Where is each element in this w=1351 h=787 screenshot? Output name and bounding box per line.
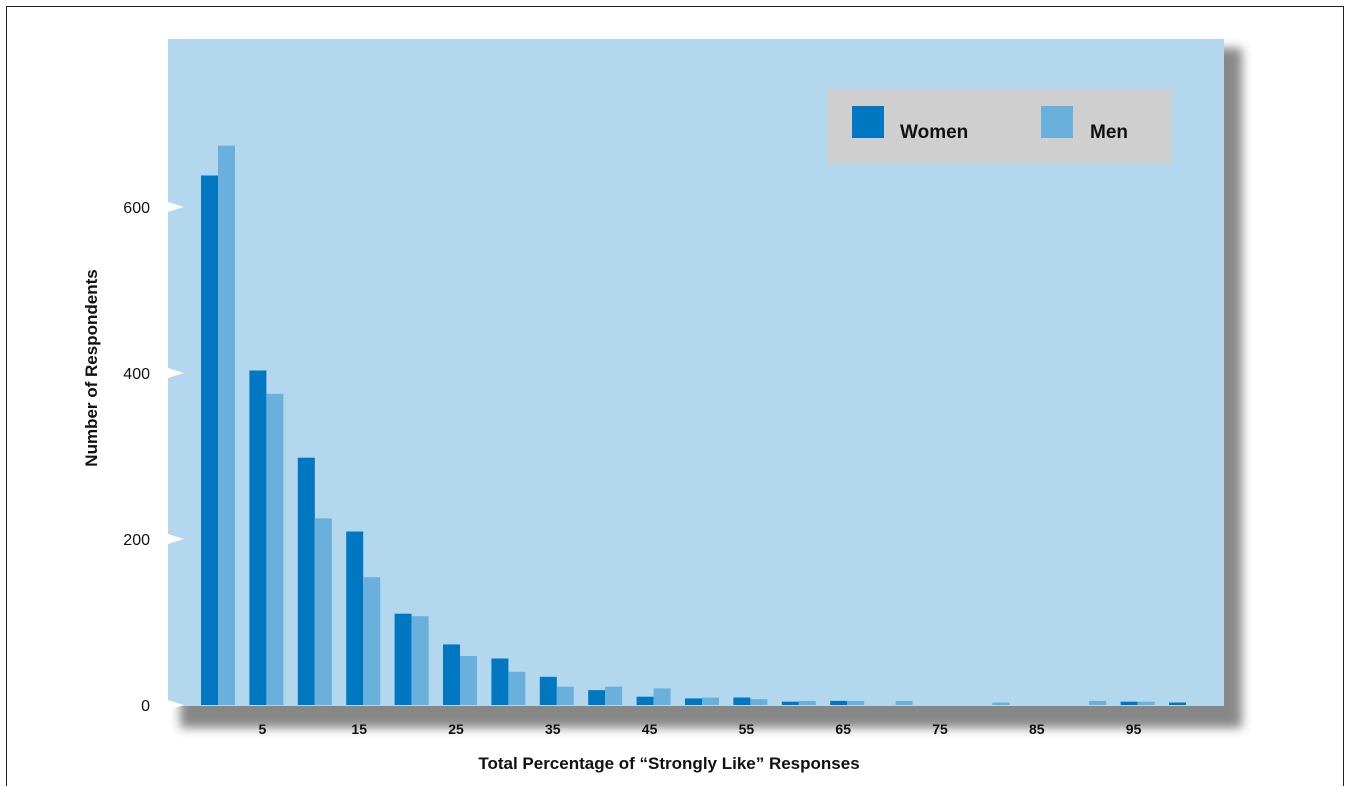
y-tick-mark-200 — [168, 534, 184, 544]
x-tick-label-45: 45 — [642, 721, 658, 737]
y-tick-mark-400 — [168, 368, 184, 378]
bar-women-55 — [733, 697, 751, 705]
bar-men-10 — [314, 518, 332, 706]
bar-men-80 — [992, 702, 1010, 705]
bar-women-15 — [346, 531, 364, 705]
x-axis-ticks: 5 15 25 35 45 55 65 75 85 95 — [259, 721, 1142, 737]
y-tick-label-0: 0 — [141, 698, 150, 715]
bar-men-40 — [605, 686, 623, 705]
bar-men-25 — [460, 656, 477, 705]
bar-men-20 — [411, 616, 429, 705]
bar-women-0 — [201, 175, 218, 705]
bar-men-55 — [750, 699, 768, 705]
y-tick-mark-600 — [168, 202, 184, 212]
bar-women-10 — [297, 457, 315, 705]
bar-women-35 — [539, 676, 557, 705]
legend-box — [827, 89, 1172, 164]
x-tick-label-25: 25 — [448, 721, 464, 737]
y-tick-label-200: 200 — [123, 532, 150, 549]
x-tick-label-65: 65 — [835, 721, 851, 737]
bar-women-100 — [1169, 702, 1186, 705]
x-tick-label-75: 75 — [932, 721, 948, 737]
bar-men-65 — [847, 700, 865, 705]
bar-women-30 — [491, 658, 509, 705]
x-tick-label-5: 5 — [259, 721, 267, 737]
legend-label-women: Women — [900, 122, 968, 143]
bar-women-45 — [636, 696, 654, 705]
bar-men-50 — [702, 697, 719, 705]
bar-men-70 — [895, 700, 913, 705]
x-axis-title: Total Percentage of “Strongly Like” Resp… — [478, 754, 859, 773]
bar-women-95 — [1120, 701, 1138, 705]
bars-group — [201, 145, 1186, 706]
bar-men-35 — [556, 686, 574, 705]
x-tick-label-85: 85 — [1029, 721, 1045, 737]
bar-men-0 — [218, 145, 235, 706]
y-tick-mark-0 — [168, 700, 184, 710]
bar-women-50 — [685, 698, 702, 705]
bar-men-90 — [1089, 700, 1107, 705]
bar-men-15 — [363, 577, 381, 705]
bar-men-45 — [653, 688, 671, 705]
bar-women-5 — [249, 370, 267, 705]
legend: Women Men — [827, 89, 1172, 164]
bar-men-5 — [266, 393, 284, 706]
y-tick-label-600: 600 — [123, 200, 150, 217]
x-tick-label-15: 15 — [351, 721, 367, 737]
bar-men-95 — [1137, 701, 1155, 705]
x-tick-label-35: 35 — [545, 721, 561, 737]
bar-women-60 — [781, 701, 799, 705]
y-tick-label-400: 400 — [123, 366, 150, 383]
x-tick-label-55: 55 — [739, 721, 755, 737]
legend-swatch-women — [852, 106, 884, 138]
legend-swatch-men — [1041, 106, 1073, 138]
x-tick-label-95: 95 — [1126, 721, 1142, 737]
y-axis-ticks: 0 200 400 600 — [123, 200, 184, 715]
legend-label-men: Men — [1090, 122, 1128, 143]
bar-women-40 — [588, 690, 606, 705]
bar-men-60 — [798, 700, 816, 705]
chart-frame — [6, 6, 1344, 786]
bar-women-20 — [394, 613, 412, 705]
bar-men-30 — [508, 671, 526, 705]
bar-women-25 — [443, 644, 460, 705]
y-axis-title: Number of Respondents — [82, 269, 101, 466]
bar-women-65 — [830, 700, 848, 705]
